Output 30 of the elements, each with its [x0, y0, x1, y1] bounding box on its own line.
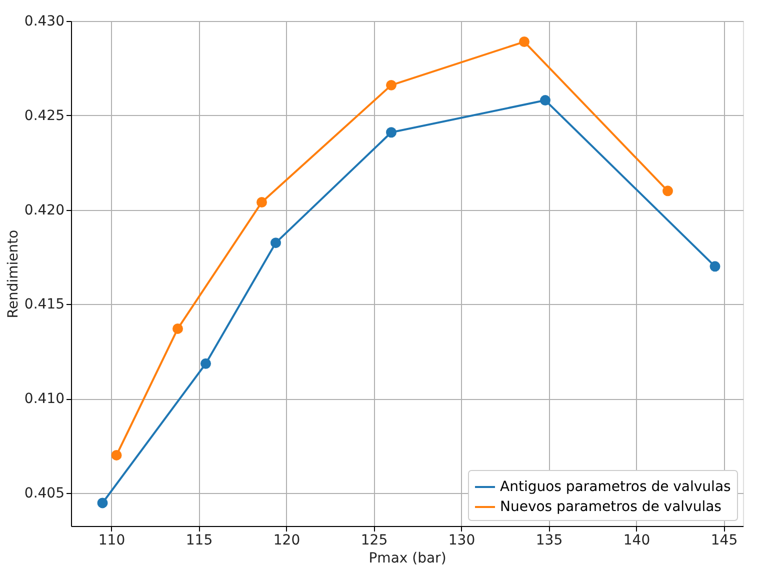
y-tick-label: 0.430 [24, 14, 64, 30]
x-tick-label: 125 [360, 532, 388, 548]
x-tick-label: 120 [273, 532, 300, 548]
y-tick-label: 0.410 [24, 391, 64, 408]
x-tick-label: 145 [710, 532, 738, 548]
point [386, 127, 396, 138]
x-tick-label: 135 [536, 532, 563, 548]
point [540, 95, 550, 106]
y-tick-label: 0.415 [24, 296, 64, 313]
y-tick-label: 0.420 [24, 202, 64, 218]
point [386, 80, 396, 90]
y-tick-label: 0.405 [24, 485, 64, 502]
point [270, 238, 281, 248]
x-tick-label: 130 [448, 532, 476, 548]
x-tick-label: 110 [98, 532, 126, 548]
point [710, 261, 720, 272]
point [256, 197, 267, 208]
y-tick-label: 0.425 [24, 108, 64, 124]
x-tick-label: 140 [623, 532, 650, 548]
point [662, 186, 673, 196]
point [111, 450, 122, 460]
x-axis-title: Pmax (bar) [368, 550, 446, 566]
point [97, 498, 108, 508]
point [200, 358, 211, 369]
point [172, 323, 183, 334]
y-axis-title: Rendimiento [5, 230, 22, 318]
x-tick-label: 115 [186, 532, 213, 548]
legend-label: Nuevos parametros de valvulas [500, 499, 722, 515]
legend-label: Antiguos parametros de valvulas [500, 479, 731, 495]
point [519, 36, 530, 47]
